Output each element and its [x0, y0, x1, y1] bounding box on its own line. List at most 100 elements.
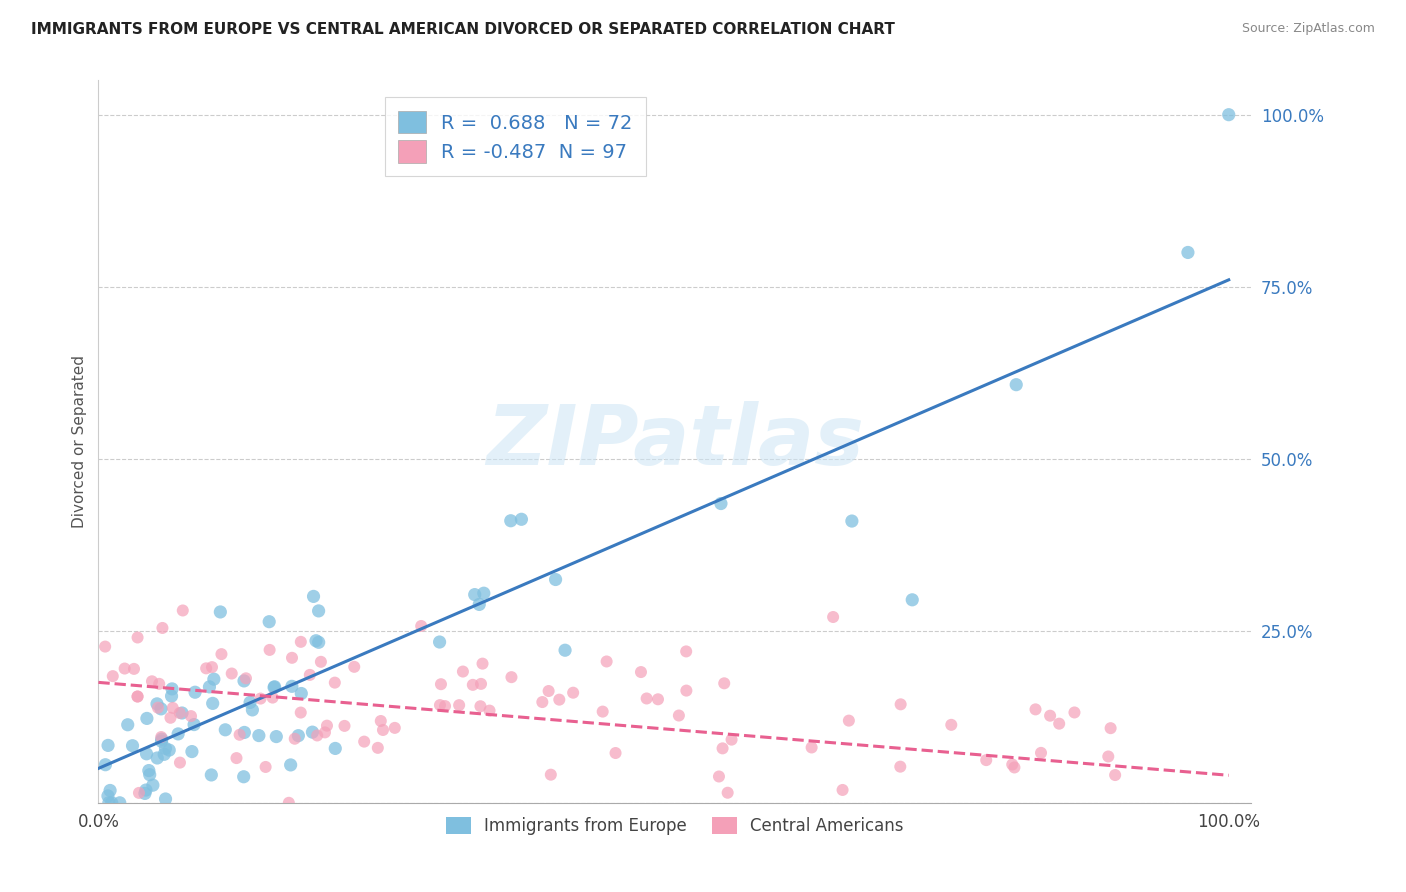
Point: [150, 730, 173, 744]
Point: [548, 692, 571, 706]
Point: [200, 768, 222, 782]
Point: [148, 677, 170, 691]
Point: [169, 756, 191, 770]
Point: [831, 783, 853, 797]
Point: [259, 643, 281, 657]
Point: [100, 796, 122, 810]
Point: [510, 512, 533, 526]
Point: [901, 592, 924, 607]
Point: [141, 674, 163, 689]
Point: [308, 635, 330, 649]
Point: [1099, 721, 1122, 735]
Point: [153, 747, 176, 762]
Point: [544, 573, 567, 587]
Point: [225, 751, 247, 765]
Point: [720, 732, 742, 747]
Point: [198, 680, 221, 694]
Point: [470, 677, 492, 691]
Point: [150, 732, 173, 747]
Point: [202, 672, 225, 686]
Point: [713, 676, 735, 690]
Point: [333, 719, 356, 733]
Point: [155, 792, 177, 806]
Text: Source: ZipAtlas.com: Source: ZipAtlas.com: [1241, 22, 1375, 36]
Point: [370, 714, 392, 728]
Point: [195, 661, 218, 675]
Point: [138, 764, 160, 778]
Point: [595, 655, 617, 669]
Point: [562, 686, 585, 700]
Point: [371, 723, 394, 737]
Point: [97, 739, 120, 753]
Point: [94, 757, 117, 772]
Point: [429, 698, 451, 712]
Point: [254, 760, 277, 774]
Point: [157, 743, 180, 757]
Point: [464, 588, 486, 602]
Point: [305, 633, 328, 648]
Point: [101, 669, 124, 683]
Point: [675, 644, 697, 658]
Point: [150, 702, 173, 716]
Point: [430, 677, 453, 691]
Point: [233, 725, 256, 739]
Point: [201, 660, 224, 674]
Point: [160, 689, 183, 703]
Point: [214, 723, 236, 737]
Point: [97, 789, 120, 803]
Point: [889, 759, 911, 773]
Point: [233, 673, 256, 688]
Point: [183, 717, 205, 731]
Point: [540, 767, 562, 781]
Point: [128, 786, 150, 800]
Point: [314, 725, 336, 739]
Point: [841, 514, 863, 528]
Point: [343, 660, 366, 674]
Point: [605, 746, 627, 760]
Point: [1097, 749, 1119, 764]
Point: [800, 740, 823, 755]
Point: [323, 741, 346, 756]
Point: [675, 683, 697, 698]
Point: [121, 739, 143, 753]
Point: [146, 751, 169, 765]
Point: [284, 731, 307, 746]
Point: [1001, 757, 1024, 772]
Point: [307, 729, 329, 743]
Point: [411, 619, 433, 633]
Point: [636, 691, 658, 706]
Point: [277, 796, 299, 810]
Point: [308, 604, 330, 618]
Point: [353, 734, 375, 748]
Point: [138, 768, 160, 782]
Point: [717, 786, 740, 800]
Point: [117, 718, 139, 732]
Point: [242, 703, 264, 717]
Point: [531, 695, 554, 709]
Point: [1104, 768, 1126, 782]
Point: [890, 698, 912, 712]
Point: [201, 697, 224, 711]
Point: [146, 700, 169, 714]
Point: [235, 671, 257, 685]
Point: [630, 665, 652, 679]
Point: [1063, 706, 1085, 720]
Point: [710, 497, 733, 511]
Point: [108, 796, 131, 810]
Text: IMMIGRANTS FROM EUROPE VS CENTRAL AMERICAN DIVORCED OR SEPARATED CORRELATION CHA: IMMIGRANTS FROM EUROPE VS CENTRAL AMERIC…: [31, 22, 894, 37]
Point: [429, 635, 451, 649]
Y-axis label: Divorced or Separated: Divorced or Separated: [72, 355, 87, 528]
Legend: Immigrants from Europe, Central Americans: Immigrants from Europe, Central American…: [436, 807, 914, 845]
Point: [287, 729, 309, 743]
Point: [247, 729, 270, 743]
Point: [263, 680, 285, 694]
Point: [1024, 702, 1046, 716]
Point: [209, 605, 232, 619]
Point: [323, 675, 346, 690]
Point: [1005, 377, 1028, 392]
Point: [301, 725, 323, 739]
Point: [707, 770, 730, 784]
Point: [98, 783, 121, 797]
Point: [668, 708, 690, 723]
Point: [94, 640, 117, 654]
